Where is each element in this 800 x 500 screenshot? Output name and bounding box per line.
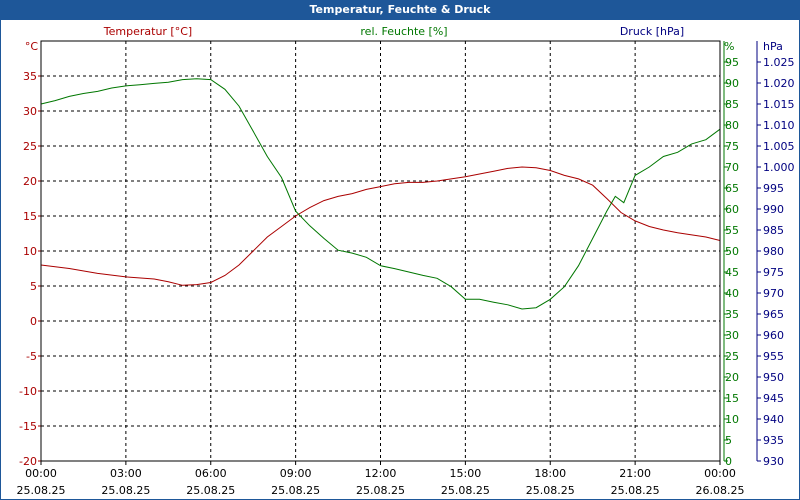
x-tick-time-label: 12:00 [365, 467, 397, 480]
grid-lines [41, 41, 720, 461]
humidity-tick-label: 75 [725, 140, 739, 153]
humidity-unit-label: % [724, 40, 734, 53]
x-tick-date-label: 25.08.25 [271, 484, 320, 497]
pressure-tick-label: 1.015 [763, 98, 795, 111]
x-tick-date-label: 25.08.25 [17, 484, 66, 497]
temperature-tick-label: -10 [19, 385, 37, 398]
humidity-tick-label: 70 [725, 161, 739, 174]
temperature-tick-label: 5 [30, 280, 37, 293]
temperature-unit-label: °C [25, 40, 39, 53]
x-tick-date-label: 25.08.25 [101, 484, 150, 497]
pressure-tick-label: 955 [763, 350, 784, 363]
pressure-unit-label: hPa [763, 40, 783, 53]
humidity-tick-label: 45 [725, 266, 739, 279]
temperature-tick-label: 35 [23, 70, 37, 83]
humidity-tick-label: 85 [725, 98, 739, 111]
x-tick-time-label: 03:00 [110, 467, 142, 480]
temperature-axis-label: Temperatur [°C] [103, 25, 192, 38]
pressure-tick-label: 990 [763, 203, 784, 216]
pressure-tick-label: 935 [763, 434, 784, 447]
temperature-tick-label: -5 [26, 350, 37, 363]
humidity-tick-label: 55 [725, 224, 739, 237]
pressure-tick-label: 965 [763, 308, 784, 321]
pressure-tick-label: 970 [763, 287, 784, 300]
x-tick-time-label: 09:00 [280, 467, 312, 480]
x-tick-time-label: 00:00 [704, 467, 736, 480]
humidity-tick-label: 95 [725, 56, 739, 69]
pressure-tick-label: 1.010 [763, 119, 795, 132]
humidity-tick-label: 35 [725, 308, 739, 321]
humidity-tick-label: 65 [725, 182, 739, 195]
pressure-axis-label: Druck [hPa] [620, 25, 684, 38]
humidity-tick-label: 15 [725, 392, 739, 405]
temperature-tick-label: 25 [23, 140, 37, 153]
x-tick-time-label: 21:00 [619, 467, 651, 480]
x-tick-time-label: 18:00 [534, 467, 566, 480]
pressure-tick-label: 930 [763, 455, 784, 468]
humidity-tick-label: 60 [725, 203, 739, 216]
temperature-tick-label: 10 [23, 245, 37, 258]
plot-border [40, 40, 721, 462]
temperature-tick-label: 0 [30, 315, 37, 328]
x-tick-date-label: 25.08.25 [526, 484, 575, 497]
x-tick-date-label: 25.08.25 [611, 484, 660, 497]
pressure-tick-label: 995 [763, 182, 784, 195]
pressure-tick-label: 1.020 [763, 77, 795, 90]
x-tick-date-label: 25.08.25 [441, 484, 490, 497]
humidity-tick-label: 90 [725, 77, 739, 90]
series-layer [40, 40, 721, 462]
pressure-tick-label: 950 [763, 371, 784, 384]
humidity-tick-label: 20 [725, 371, 739, 384]
temperature-series-line [40, 166, 721, 286]
humidity-tick-label: 25 [725, 350, 739, 363]
humidity-axis-label: rel. Feuchte [%] [360, 25, 447, 38]
temperature-tick-label: -20 [19, 455, 37, 468]
pressure-tick-label: 985 [763, 224, 784, 237]
pressure-tick-label: 1.005 [763, 140, 795, 153]
pressure-tick-label: 975 [763, 266, 784, 279]
pressure-tick-label: 1.000 [763, 161, 795, 174]
x-tick-time-label: 00:00 [25, 467, 57, 480]
humidity-series-line [40, 78, 721, 310]
x-tick-time-label: 15:00 [450, 467, 482, 480]
temperature-tick-label: 30 [23, 105, 37, 118]
pressure-tick-label: 940 [763, 413, 784, 426]
pressure-tick-label: 980 [763, 245, 784, 258]
temperature-tick-label: 20 [23, 175, 37, 188]
x-tick-date-label: 25.08.25 [186, 484, 235, 497]
chart-title: Temperatur, Feuchte & Druck [0, 0, 800, 20]
temperature-tick-label: -15 [19, 420, 37, 433]
humidity-tick-label: 30 [725, 329, 739, 342]
humidity-tick-label: 10 [725, 413, 739, 426]
humidity-tick-label: 5 [725, 434, 732, 447]
humidity-tick-label: 80 [725, 119, 739, 132]
temperature-tick-label: 15 [23, 210, 37, 223]
humidity-tick-label: 0 [725, 455, 732, 468]
pressure-tick-label: 1.025 [763, 56, 795, 69]
pressure-tick-label: 945 [763, 392, 784, 405]
x-tick-date-label: 25.08.25 [356, 484, 405, 497]
pressure-tick-label: 960 [763, 329, 784, 342]
humidity-tick-label: 40 [725, 287, 739, 300]
humidity-tick-label: 50 [725, 245, 739, 258]
axes: 00:00 25.08.25 03:00 25.08.25 06:00 25.08.25 0… [17, 41, 795, 497]
x-tick-date-label: 26.08.25 [696, 484, 745, 497]
x-tick-time-label: 06:00 [195, 467, 227, 480]
